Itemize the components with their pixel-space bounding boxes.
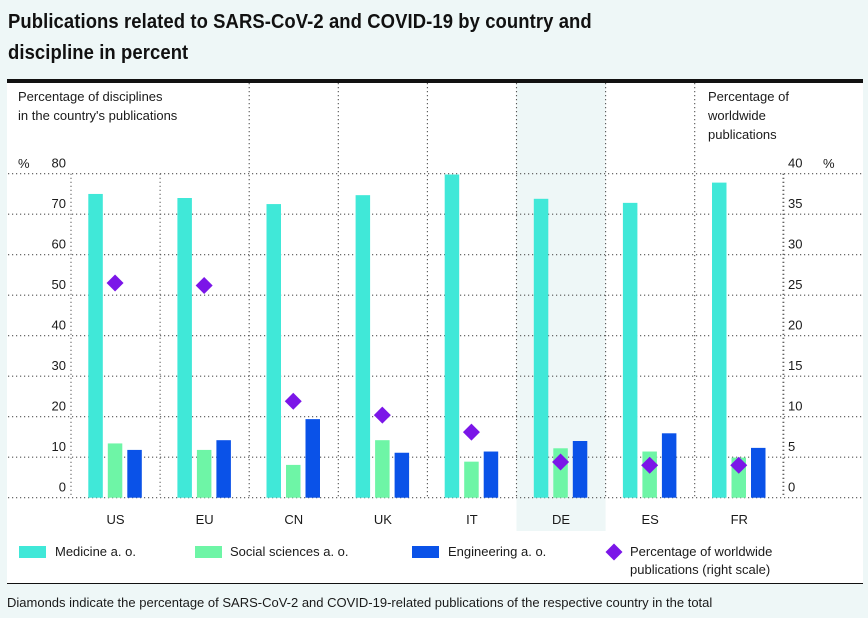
x-tick-label-us: US <box>107 512 125 527</box>
right-tick-label: 35 <box>788 196 802 211</box>
left-tick-label: 30 <box>52 358 66 373</box>
left-axis-unit: % <box>18 156 30 171</box>
diamond-marker-us <box>106 274 124 292</box>
right-tick-label: 25 <box>788 277 802 292</box>
x-tick-label-it: IT <box>466 512 478 527</box>
bar-medicine-it <box>444 174 460 498</box>
right-tick-label: 10 <box>788 399 802 414</box>
legend-swatch-social <box>195 546 222 558</box>
legend-label-engineering: Engineering a. o. <box>448 544 547 559</box>
bar-medicine-cn <box>266 204 281 498</box>
left-tick-label: 70 <box>52 196 66 211</box>
bar-engineering-cn <box>305 419 320 498</box>
bar-social-uk <box>375 440 390 498</box>
left-tick-label: 80 <box>52 156 66 171</box>
diamond-marker-cn <box>284 392 302 410</box>
left-tick-label: 0 <box>59 480 66 495</box>
diamond-marker-eu <box>195 276 213 294</box>
bar-medicine-es <box>622 202 638 498</box>
bar-engineering-eu <box>216 440 231 498</box>
left-tick-label: 50 <box>52 277 66 292</box>
bar-medicine-uk <box>355 195 371 498</box>
right-tick-label: 5 <box>788 439 795 454</box>
bar-engineering-us <box>127 449 142 498</box>
legend-label-diamond-line1: Percentage of worldwide <box>630 544 773 559</box>
left-axis-label-line2: in the country's publications <box>18 108 178 123</box>
bar-medicine-us <box>88 193 103 498</box>
footnote: Diamonds indicate the percentage of SARS… <box>7 595 713 610</box>
right-axis-label-line2: worldwide <box>707 108 766 123</box>
left-tick-label: 20 <box>52 399 66 414</box>
legend-swatch-engineering <box>412 546 439 558</box>
diamond-marker-uk <box>373 406 391 424</box>
bar-social-it <box>464 461 479 498</box>
right-tick-label: 0 <box>788 480 795 495</box>
legend-label-diamond-line2: publications (right scale) <box>630 562 771 577</box>
bar-medicine-eu <box>177 198 192 498</box>
bar-engineering-de <box>572 441 588 498</box>
diamond-marker-es <box>641 456 659 474</box>
diamond-marker-fr <box>730 456 748 474</box>
right-axis-unit: % <box>823 156 835 171</box>
legend-label-social: Social sciences a. o. <box>230 544 349 559</box>
x-tick-label-fr: FR <box>731 512 748 527</box>
bar-engineering-it <box>483 451 499 498</box>
right-tick-label: 30 <box>788 237 802 252</box>
right-axis-label-line1: Percentage of <box>708 89 789 104</box>
right-tick-label: 15 <box>788 358 802 373</box>
x-tick-label-eu: EU <box>196 512 214 527</box>
bar-engineering-fr <box>751 447 766 498</box>
right-tick-label: 20 <box>788 318 802 333</box>
diamond-marker-it <box>462 423 480 441</box>
left-tick-label: 40 <box>52 318 66 333</box>
x-tick-label-de: DE <box>552 512 570 527</box>
bar-engineering-es <box>661 433 677 498</box>
legend-swatch-medicine <box>19 546 46 558</box>
bar-medicine-fr <box>712 182 727 498</box>
x-tick-label-cn: CN <box>284 512 303 527</box>
bar-social-us <box>107 443 123 498</box>
chart-title: Publications related to SARS-CoV-2 and C… <box>8 10 592 64</box>
left-tick-label: 60 <box>52 237 66 252</box>
bar-medicine-de <box>533 198 549 498</box>
bar-social-cn <box>286 464 301 498</box>
right-tick-label: 40 <box>788 156 802 171</box>
bar-social-eu <box>196 449 212 498</box>
bar-engineering-uk <box>394 452 410 498</box>
legend-label-medicine: Medicine a. o. <box>55 544 136 559</box>
left-axis-label-line1: Percentage of disciplines <box>18 89 163 104</box>
right-axis-label-line3: publications <box>708 127 777 142</box>
x-tick-label-uk: UK <box>374 512 392 527</box>
left-tick-label: 10 <box>52 439 66 454</box>
diamond-marker-de <box>552 453 570 471</box>
x-tick-label-es: ES <box>641 512 659 527</box>
